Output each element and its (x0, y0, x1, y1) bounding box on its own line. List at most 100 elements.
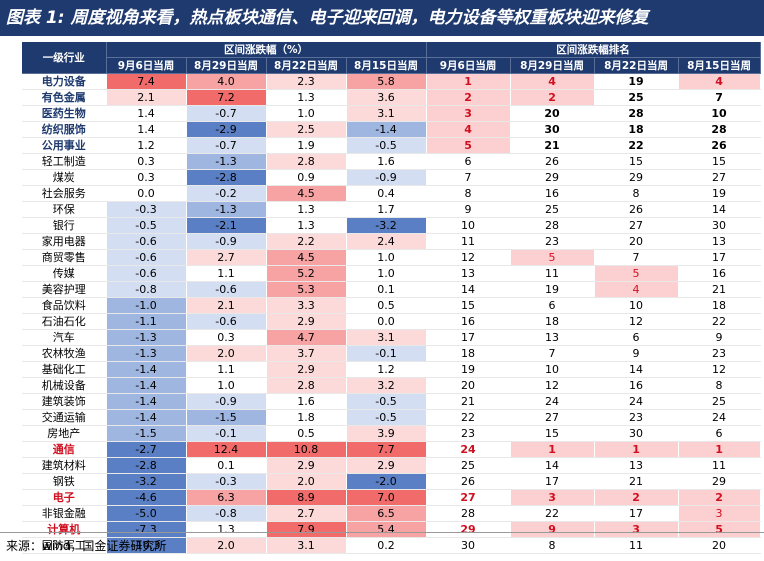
change-cell: 2.1 (106, 89, 187, 106)
change-cell: 7.7 (346, 441, 427, 458)
change-cell: 1.2 (346, 361, 427, 378)
change-cell: 1.1 (186, 361, 267, 378)
change-cell: 0.1 (186, 457, 267, 474)
table-row: 食品饮料 -1.0 2.1 3.3 0.5 15 6 10 18 (22, 297, 761, 314)
change-cell: -1.3 (186, 201, 267, 218)
rank-cell: 22 (426, 409, 511, 426)
rank-cell: 14 (594, 361, 679, 378)
change-cell: 4.5 (266, 249, 347, 266)
change-cell: 4.0 (186, 73, 267, 90)
change-cell: -0.9 (186, 233, 267, 250)
rank-cell: 6 (678, 425, 761, 442)
rank-cell: 17 (594, 505, 679, 522)
change-cell: 0.9 (266, 169, 347, 186)
rank-cell: 26 (426, 473, 511, 490)
rank-cell: 14 (510, 457, 595, 474)
industry-name: 家用电器 (22, 233, 107, 250)
change-cell: -1.3 (106, 345, 187, 362)
change-cell: 2.8 (266, 377, 347, 394)
change-cell: 1.7 (346, 201, 427, 218)
rank-cell: 25 (510, 201, 595, 218)
header-week: 8月29日当周 (186, 57, 267, 74)
change-cell: 0.0 (346, 313, 427, 330)
industry-name: 银行 (22, 217, 107, 234)
industry-name: 汽车 (22, 329, 107, 346)
industry-name: 交通运输 (22, 409, 107, 426)
rank-cell: 8 (510, 537, 595, 554)
rank-cell: 3 (510, 489, 595, 506)
table-row: 农林牧渔 -1.3 2.0 3.7 -0.1 18 7 9 23 (22, 345, 761, 362)
change-cell: -2.8 (186, 169, 267, 186)
change-cell: -1.5 (186, 409, 267, 426)
rank-cell: 7 (594, 249, 679, 266)
change-cell: 6.3 (186, 489, 267, 506)
rank-cell: 13 (594, 457, 679, 474)
change-cell: 3.1 (266, 537, 347, 554)
change-cell: -2.1 (186, 217, 267, 234)
table-row: 计算机 -7.3 1.3 7.9 5.4 29 9 3 5 (22, 521, 761, 538)
rank-cell: 4 (678, 73, 761, 90)
table-row: 商贸零售 -0.6 2.7 4.5 1.0 12 5 7 17 (22, 249, 761, 266)
sector-performance-table: 一级行业 区间涨跌幅（%） 区间涨跌幅排名 9月6日当周 8月29日当周 8月2… (22, 42, 761, 554)
divider (0, 532, 764, 533)
change-cell: 3.7 (266, 345, 347, 362)
table-row: 美容护理 -0.8 -0.6 5.3 0.1 14 19 4 21 (22, 281, 761, 298)
table-row: 交通运输 -1.4 -1.5 1.8 -0.5 22 27 23 24 (22, 409, 761, 426)
rank-cell: 11 (594, 537, 679, 554)
rank-cell: 13 (510, 329, 595, 346)
header-industry: 一级行业 (22, 42, 107, 74)
change-cell: 2.9 (266, 361, 347, 378)
change-cell: 0.3 (106, 153, 187, 170)
industry-name: 计算机 (22, 521, 107, 538)
change-cell: 2.0 (266, 473, 347, 490)
change-cell: 2.2 (266, 233, 347, 250)
industry-name: 商贸零售 (22, 249, 107, 266)
rank-cell: 20 (594, 233, 679, 250)
change-cell: 5.4 (346, 521, 427, 538)
change-cell: -0.7 (186, 137, 267, 154)
change-cell: -0.9 (186, 393, 267, 410)
industry-name: 医药生物 (22, 105, 107, 122)
change-cell: -0.8 (186, 505, 267, 522)
change-cell: -0.2 (186, 185, 267, 202)
rank-cell: 12 (594, 313, 679, 330)
industry-name: 钢铁 (22, 473, 107, 490)
change-cell: 6.5 (346, 505, 427, 522)
change-cell: 1.3 (186, 521, 267, 538)
change-cell: -3.2 (346, 217, 427, 234)
rank-cell: 28 (594, 105, 679, 122)
rank-cell: 1 (678, 441, 761, 458)
change-cell: 4.5 (266, 185, 347, 202)
header-week: 9月6日当周 (426, 57, 511, 74)
rank-cell: 6 (510, 297, 595, 314)
rank-cell: 27 (594, 217, 679, 234)
figure-title: 图表 1: 周度视角来看，热点板块通信、电子迎来回调，电力设备等权重板块迎来修复 (0, 0, 764, 36)
industry-name: 电子 (22, 489, 107, 506)
table-row: 煤炭 0.3 -2.8 0.9 -0.9 7 29 29 27 (22, 169, 761, 186)
rank-cell: 15 (594, 153, 679, 170)
table-row: 房地产 -1.5 -0.1 0.5 3.9 23 15 30 6 (22, 425, 761, 442)
change-cell: -1.4 (346, 121, 427, 138)
rank-cell: 18 (510, 313, 595, 330)
rank-cell: 15 (510, 425, 595, 442)
industry-name: 纺织服饰 (22, 121, 107, 138)
rank-cell: 6 (594, 329, 679, 346)
change-cell: 1.0 (346, 265, 427, 282)
change-cell: -0.5 (106, 217, 187, 234)
rank-cell: 27 (678, 169, 761, 186)
rank-cell: 9 (594, 345, 679, 362)
change-cell: 7.2 (186, 89, 267, 106)
rank-cell: 28 (426, 505, 511, 522)
rank-cell: 2 (594, 489, 679, 506)
table-row: 环保 -0.3 -1.3 1.3 1.7 9 25 26 14 (22, 201, 761, 218)
rank-cell: 30 (426, 537, 511, 554)
rank-cell: 21 (426, 393, 511, 410)
rank-cell: 7 (678, 89, 761, 106)
change-cell: -0.6 (106, 233, 187, 250)
rank-cell: 1 (426, 73, 511, 90)
rank-cell: 5 (426, 137, 511, 154)
rank-cell: 24 (678, 409, 761, 426)
change-cell: -0.6 (106, 265, 187, 282)
rank-cell: 18 (426, 345, 511, 362)
header-week: 8月15日当周 (346, 57, 427, 74)
